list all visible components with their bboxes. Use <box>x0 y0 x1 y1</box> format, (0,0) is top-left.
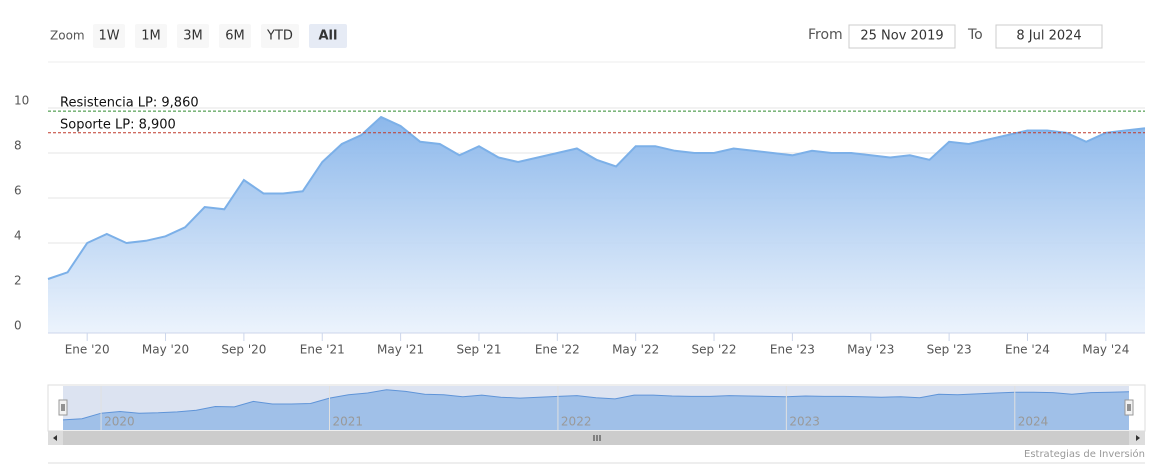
scroll-left[interactable] <box>53 435 57 441</box>
scroll-right[interactable] <box>1136 435 1140 441</box>
zoom-button-bg[interactable] <box>219 24 251 48</box>
x-tick-label: May '20 <box>142 343 189 357</box>
to-input[interactable] <box>995 24 1103 49</box>
zoom-label: Zoom <box>50 29 85 43</box>
zoom-button[interactable]: 6M <box>219 24 251 48</box>
x-tick-label: May '22 <box>612 343 659 357</box>
zoom-button-bg[interactable] <box>261 24 299 48</box>
x-tick-label: May '21 <box>377 343 424 357</box>
line <box>47 115 1146 280</box>
x-tick-label: Ene '21 <box>300 343 345 357</box>
navigator-label: 2021 <box>333 415 364 429</box>
navigator-label: 2023 <box>789 415 820 429</box>
x-tick-label: Ene '20 <box>65 343 110 357</box>
to-label: To <box>967 27 983 43</box>
zoom-button-label[interactable]: 1M <box>141 29 161 44</box>
zoom-button[interactable]: 3M <box>177 24 209 48</box>
navigator-handle-grip <box>61 404 65 411</box>
credits[interactable]: Estrategias de Inversión <box>1024 448 1145 460</box>
x-tick-label: Ene '24 <box>1005 343 1050 357</box>
zoom-button-bg[interactable] <box>177 24 209 48</box>
y-tick-label: 6 <box>14 184 22 198</box>
navigator-handle[interactable] <box>1124 399 1134 416</box>
plot-line-label: Resistencia LP: 9,860 <box>60 96 199 111</box>
zoom-button[interactable]: YTD <box>261 24 299 48</box>
y-tick-label: 0 <box>14 319 22 333</box>
navigator-line <box>62 389 1130 421</box>
x-tick-label: May '23 <box>847 343 894 357</box>
plot-line-label: Soporte LP: 8,900 <box>60 117 176 132</box>
x-tick-label: Sep '20 <box>221 343 266 357</box>
zoom-button[interactable]: All <box>309 24 347 48</box>
from-input[interactable] <box>848 24 956 49</box>
zoom-button[interactable]: 1W <box>93 24 125 48</box>
x-tick-label: Sep '22 <box>692 343 737 357</box>
x-tick-label: Sep '21 <box>456 343 501 357</box>
x-tick-label: May '24 <box>1082 343 1129 357</box>
y-tick-label: 4 <box>14 229 22 243</box>
navigator-handle-grip <box>1127 404 1131 411</box>
x-tick-label: Ene '23 <box>770 343 815 357</box>
y-tick-label: 2 <box>14 274 22 288</box>
scrollbar-thumb[interactable] <box>63 431 1129 445</box>
y-tick-label: 8 <box>14 139 22 153</box>
x-tick-label: Ene '22 <box>535 343 580 357</box>
zoom-button-label[interactable]: 1W <box>98 29 119 44</box>
zoom-button-label[interactable]: 3M <box>183 29 203 44</box>
y-tick-label: 10 <box>14 94 29 108</box>
x-tick-label: Sep '23 <box>927 343 972 357</box>
navigator-handle[interactable] <box>58 399 68 416</box>
area <box>48 117 1145 333</box>
zoom-button-label[interactable]: YTD <box>266 29 293 44</box>
zoom-button-bg[interactable] <box>309 24 347 48</box>
navigator-label: 2022 <box>561 415 592 429</box>
zoom-button-bg[interactable] <box>93 24 125 48</box>
scrollbar-grip <box>593 435 601 441</box>
from-label: From <box>808 27 843 43</box>
zoom-button[interactable]: 1M <box>135 24 167 48</box>
zoom-button-label[interactable]: All <box>319 29 338 44</box>
from-value[interactable]: 25 Nov 2019 <box>860 29 943 44</box>
zoom-button-bg[interactable] <box>135 24 167 48</box>
navigator-label: 2020 <box>104 415 135 429</box>
to-value[interactable]: 8 Jul 2024 <box>1016 29 1081 44</box>
navigator-label: 2024 <box>1018 415 1049 429</box>
zoom-button-label[interactable]: 6M <box>225 29 245 44</box>
